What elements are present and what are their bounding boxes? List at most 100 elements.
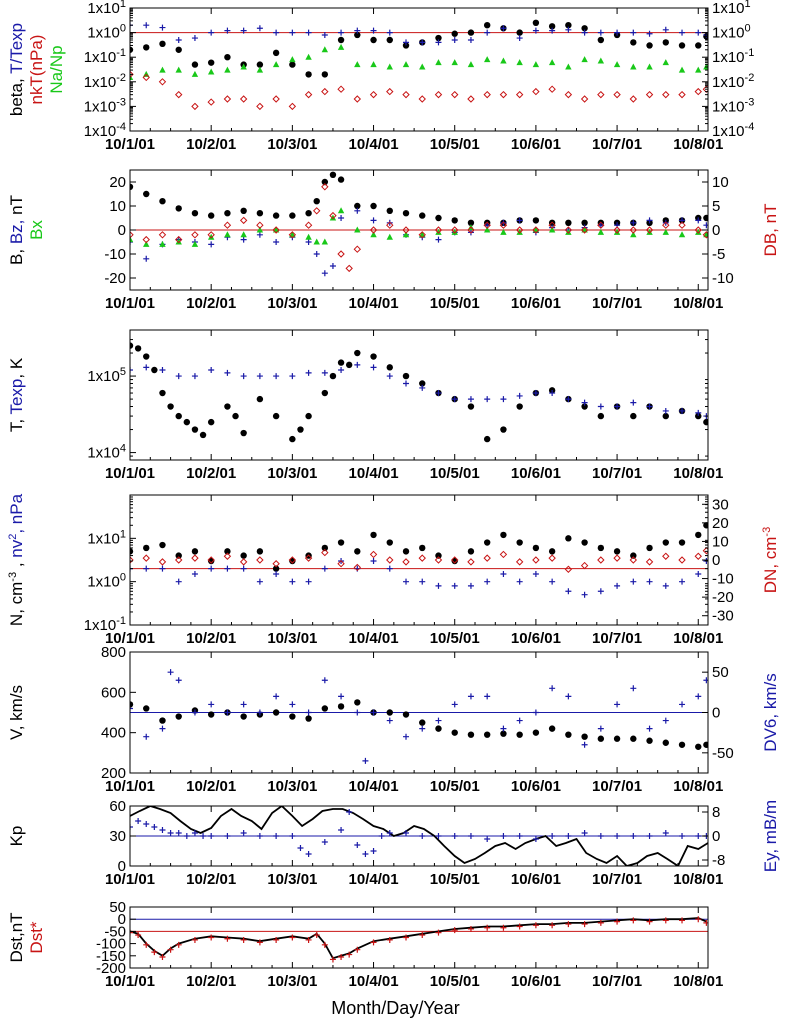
- data-point-black: [386, 36, 393, 44]
- data-point-green: [678, 66, 686, 73]
- data-point-black: [175, 46, 182, 53]
- data-point-black: [191, 61, 199, 68]
- data-point-red: [273, 936, 280, 943]
- data-point-black: [329, 372, 337, 380]
- data-point-blue: [662, 717, 669, 724]
- data-point-blue: [191, 373, 198, 380]
- data-point-red: [142, 554, 150, 562]
- data-point-blue: [256, 709, 263, 716]
- data-point-black: [183, 418, 191, 426]
- data-point-red: [645, 558, 654, 566]
- data-point-red: [223, 552, 232, 560]
- data-point-blue: [354, 27, 361, 34]
- data-point-blue: [646, 578, 653, 585]
- data-point-blue: [240, 565, 247, 572]
- data-point-black: [354, 349, 361, 357]
- data-point-black: [646, 42, 653, 49]
- y-tick-label: 0: [118, 222, 126, 239]
- data-point-black: [483, 539, 491, 546]
- data-point-blue: [256, 578, 263, 585]
- right-y-tick-label: 0: [712, 552, 720, 569]
- data-point-black: [305, 715, 312, 722]
- data-point-blue: [135, 818, 142, 824]
- data-point-black: [191, 426, 199, 433]
- data-point-red: [142, 73, 150, 82]
- data-point-red: [256, 102, 264, 111]
- data-point-blue: [419, 578, 426, 585]
- data-point-blue: [167, 669, 174, 676]
- data-point-black: [695, 42, 702, 49]
- data-point-green: [419, 63, 426, 70]
- data-point-black: [581, 219, 588, 226]
- x-date-label: 10/3/01: [267, 973, 317, 990]
- data-point-blue: [679, 578, 686, 585]
- data-point-red: [224, 935, 231, 942]
- data-point-blue: [662, 26, 669, 33]
- x-date-label: 10/2/01: [186, 630, 236, 647]
- data-point-blue: [630, 578, 637, 585]
- data-point-black: [597, 412, 605, 420]
- data-point-red: [532, 922, 539, 929]
- data-point-red: [515, 226, 524, 234]
- data-point-black: [516, 539, 523, 546]
- data-point-black: [419, 212, 426, 219]
- data-point-red: [239, 95, 248, 103]
- data-point-black: [565, 731, 572, 738]
- x-date-label: 10/6/01: [511, 778, 561, 795]
- data-point-red: [434, 90, 443, 99]
- data-point-blue: [151, 824, 158, 830]
- data-point-green: [613, 228, 621, 235]
- data-point-red: [580, 95, 589, 103]
- plot-frame: [129, 329, 709, 461]
- data-point-black: [151, 366, 158, 374]
- data-point-blue: [256, 373, 263, 380]
- data-point-blue: [321, 677, 328, 684]
- y-tick-label: -200: [96, 960, 126, 977]
- data-point-black: [207, 557, 215, 565]
- x-date-label: 10/8/01: [673, 295, 723, 312]
- data-point-green: [207, 68, 215, 75]
- data-point-red: [337, 560, 345, 568]
- y-tick-label: 800: [101, 644, 126, 661]
- data-point-blue: [354, 207, 361, 214]
- data-point-red: [435, 929, 442, 936]
- data-point-red: [207, 556, 215, 564]
- data-point-black: [613, 735, 621, 742]
- data-point-black: [240, 429, 247, 437]
- data-point-blue: [159, 725, 166, 732]
- data-point-black: [565, 535, 572, 542]
- data-point-green: [695, 228, 702, 235]
- data-point-black: [419, 719, 426, 726]
- data-point-blue: [679, 833, 686, 839]
- data-point-black: [167, 403, 174, 410]
- data-point-red: [304, 221, 313, 229]
- data-point-black: [256, 61, 264, 68]
- data-point-blue: [289, 701, 296, 708]
- data-point-blue: [630, 685, 637, 692]
- data-point-blue: [597, 222, 604, 229]
- data-point-blue: [378, 833, 385, 839]
- data-point-green: [191, 70, 199, 77]
- data-point-green: [483, 56, 491, 63]
- data-point-blue: [484, 578, 491, 585]
- data-point-blue: [143, 821, 150, 827]
- data-point-black: [207, 59, 215, 66]
- data-point-blue: [516, 717, 523, 724]
- data-point-red: [159, 954, 166, 961]
- data-point-blue: [581, 591, 588, 598]
- data-point-black: [289, 557, 296, 565]
- data-point-blue: [183, 833, 190, 839]
- data-point-red: [532, 87, 540, 96]
- data-point-black: [451, 217, 458, 224]
- data-point-red: [338, 954, 345, 961]
- x-date-label: 10/5/01: [430, 871, 480, 888]
- data-point-blue: [240, 701, 247, 708]
- data-point-blue: [695, 29, 702, 36]
- x-date-label: 10/1/01: [105, 973, 155, 990]
- data-point-blue: [581, 741, 588, 748]
- data-point-blue: [386, 830, 393, 836]
- data-point-green: [313, 238, 320, 245]
- data-point-red: [467, 925, 474, 932]
- data-point-black: [548, 725, 556, 732]
- data-point-blue: [500, 396, 507, 403]
